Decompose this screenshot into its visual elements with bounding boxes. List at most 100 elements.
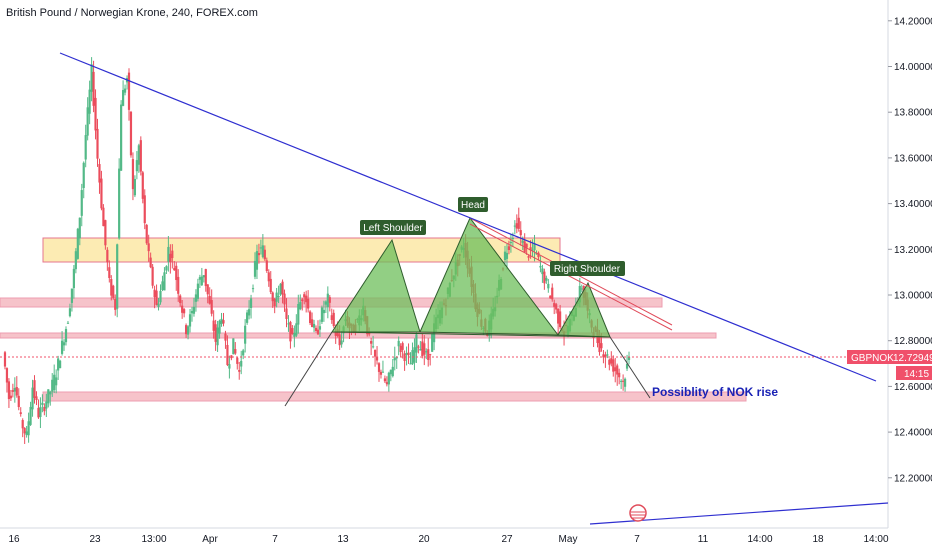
neckline: [331, 331, 611, 338]
candle-body: [49, 391, 52, 395]
candle-body: [149, 257, 152, 268]
candle-body: [255, 251, 259, 270]
candle-body: [7, 381, 11, 400]
candle-body: [535, 253, 538, 255]
left-shoulder-triangle: [331, 238, 421, 333]
candle-body: [123, 88, 127, 93]
event-flag-icon[interactable]: [629, 504, 647, 522]
x-tick-label: 23: [89, 534, 101, 545]
candle-body: [55, 377, 58, 386]
candle-body: [226, 344, 229, 365]
candle-body: [240, 360, 243, 367]
candle-body: [578, 286, 581, 303]
candle-body: [379, 371, 383, 375]
label-left-shoulder: Left Shoulder: [360, 220, 426, 235]
y-tick-label: 13.80000: [894, 108, 932, 119]
candle-body: [507, 246, 511, 251]
candle-body: [261, 245, 264, 258]
candle-body: [17, 395, 20, 408]
x-tick-label: 16: [8, 534, 20, 545]
candle-body: [234, 349, 237, 354]
candle-body: [57, 358, 60, 371]
candle-body: [33, 380, 36, 398]
candle-body: [133, 178, 137, 196]
candle-body: [273, 298, 276, 307]
candle-body: [515, 223, 518, 229]
candle-body: [247, 309, 251, 316]
candle-body: [110, 279, 113, 296]
candle-body: [391, 366, 394, 377]
x-tick-label: 7: [272, 534, 278, 545]
x-tick-label: 13:00: [141, 534, 166, 545]
label-head-text: Head: [461, 200, 485, 211]
candle-body: [395, 357, 398, 359]
candle-body: [622, 380, 625, 382]
candle-body: [35, 396, 38, 401]
price-axis[interactable]: 14.20000 14.00000 13.80000 13.60000 13.40000…: [888, 16, 932, 484]
x-tick-label: 27: [501, 534, 513, 545]
price-tag-value: 12.72949: [893, 353, 932, 364]
candle-body: [45, 401, 48, 409]
time-axis[interactable]: 16 23 13:00 Apr 7 13 20 27 May 7 11 14:00 18 14:00: [8, 534, 889, 545]
candle-body: [531, 249, 534, 251]
candle-body: [299, 302, 302, 310]
candle-body: [84, 135, 87, 160]
candle-body: [127, 72, 131, 110]
candle-body: [281, 281, 284, 295]
candle-body: [421, 341, 424, 357]
candle-body: [78, 217, 81, 239]
y-tick-label: 13.20000: [894, 245, 932, 256]
candle-body: [616, 365, 619, 375]
head-triangle: [419, 217, 560, 336]
candle-body: [553, 303, 556, 307]
candle-body: [66, 322, 70, 324]
label-right-shoulder: Right Shoulder: [550, 261, 625, 276]
candle-body: [121, 90, 125, 106]
candle-body: [340, 340, 343, 345]
candle-body: [108, 267, 111, 278]
candle-body: [314, 327, 318, 332]
candle-body: [373, 350, 377, 357]
candle-body: [157, 303, 160, 307]
candle-body: [259, 247, 262, 249]
candle-body: [417, 346, 420, 348]
candle-body: [129, 111, 133, 156]
candle-body: [183, 309, 186, 314]
right-shoulder-triangle: [557, 281, 611, 338]
x-tick-label: Apr: [202, 534, 218, 545]
candle-body: [389, 369, 392, 375]
candle-body: [559, 311, 562, 328]
candle-body: [70, 288, 74, 303]
candle-body: [539, 266, 542, 268]
candle-body: [407, 352, 410, 356]
candle-body: [503, 251, 507, 261]
candle-body: [551, 287, 554, 300]
candle-body: [220, 318, 223, 325]
candle-body: [116, 244, 119, 309]
candle-body: [244, 325, 247, 344]
candle-body: [381, 371, 385, 373]
x-tick-label: 14:00: [747, 534, 772, 545]
candle-body: [11, 390, 14, 392]
y-tick-label: 12.60000: [894, 382, 932, 393]
candle-body: [90, 64, 93, 92]
candle-body: [192, 306, 196, 314]
candle-body: [177, 276, 180, 294]
candle-body: [102, 207, 105, 227]
chart-title: British Pound / Norwegian Krone, 240, FO…: [6, 7, 258, 19]
candle-body: [387, 372, 390, 385]
candle-body: [72, 268, 75, 289]
candle-body: [604, 354, 607, 358]
candle-body: [179, 295, 182, 304]
candle-body: [218, 320, 221, 334]
candle-body: [324, 301, 327, 305]
candle-body: [186, 326, 190, 335]
channel-line-lower: [469, 223, 673, 331]
candle-body: [236, 357, 239, 364]
candle-body: [222, 320, 225, 324]
candle-body: [92, 71, 95, 106]
candle-body: [295, 323, 298, 336]
candle-body: [413, 347, 416, 363]
candle-body: [405, 353, 408, 355]
